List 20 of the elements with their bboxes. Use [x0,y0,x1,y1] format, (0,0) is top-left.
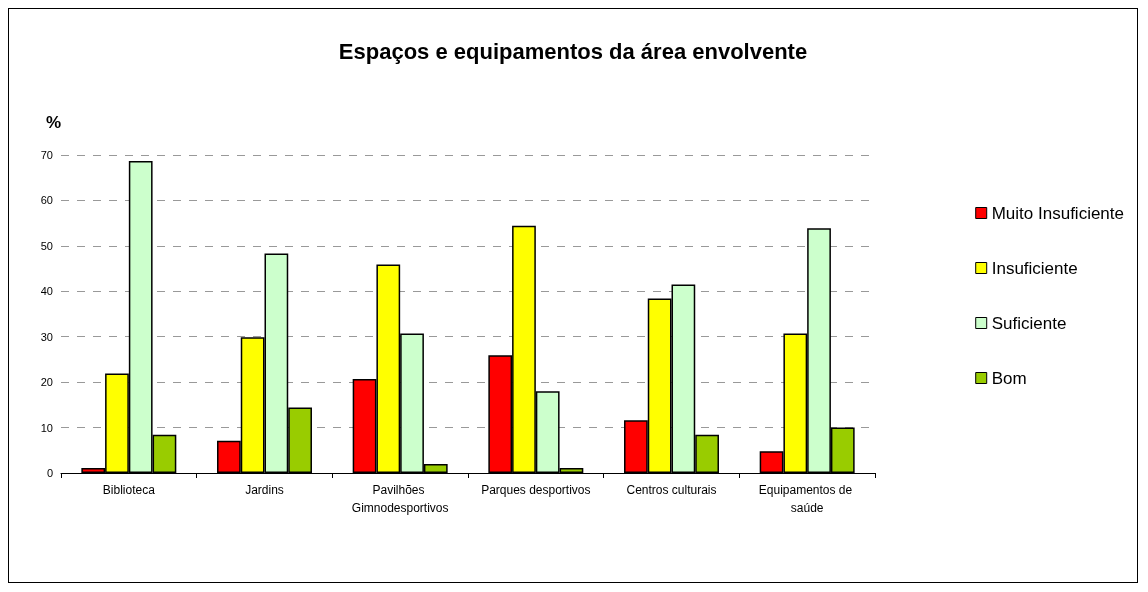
y-tick-label: 30 [40,330,53,343]
x-tick-label: Jardins [245,483,284,497]
y-tick-label: 10 [40,421,53,434]
x-tick-label: Equipamentos de saúde [758,483,856,515]
y-tick-label: 20 [40,376,53,389]
y-tick-label: 50 [40,239,53,252]
x-tick-label: Pavilhões Gimnodesportivos [351,483,449,515]
x-tick-label: Centros culturais [626,483,717,497]
legend-label: Muito Insuficiente [991,203,1125,223]
chart-title: Espaços e equipamentos da área envolvente [338,38,808,64]
y-tick-label: 60 [40,194,53,207]
legend-label: Suficiente [991,313,1067,333]
y-tick-label: 40 [40,285,53,298]
legend-label: Insuficiente [991,258,1078,278]
x-tick-label: Biblioteca [102,483,156,497]
y-axis-title: % [45,113,61,132]
x-tick-label: Parques desportivos [481,483,591,497]
y-tick-label: 70 [40,149,53,161]
y-tick-label: 0 [46,467,53,479]
legend-label: Bom [991,368,1027,388]
